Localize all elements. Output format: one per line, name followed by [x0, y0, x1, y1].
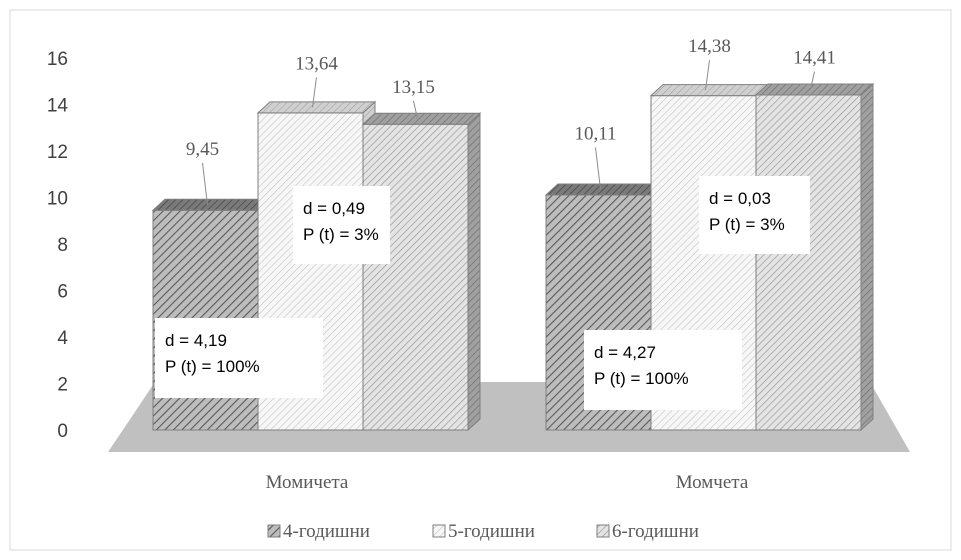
data-label: 10,11	[574, 123, 616, 144]
legend-item: 5-годишни	[432, 521, 535, 542]
bar-top	[361, 112, 482, 125]
y-tick-label: 8	[57, 235, 68, 256]
data-label-leader	[595, 147, 601, 190]
data-label: 9,45	[186, 139, 219, 160]
annotation-box: d = 0,49 P (t) = 3%	[293, 186, 390, 264]
legend-swatch	[267, 524, 281, 538]
annotation-box: d = 4,27 P (t) = 100%	[584, 330, 742, 410]
category-label: Момичета	[266, 472, 349, 493]
legend-label: 6-годишни	[612, 521, 699, 542]
y-tick-label: 4	[57, 328, 68, 349]
data-label-leader	[202, 162, 208, 205]
annotation-background	[584, 330, 742, 410]
data-label: 13,15	[392, 77, 435, 98]
y-tick-label: 6	[57, 282, 68, 303]
y-tick-label: 10	[47, 189, 68, 210]
annotation-line: d = 0,49	[303, 199, 365, 218]
legend: 4-годишни 5-годишни 6-годишни	[267, 521, 699, 542]
annotation-line: d = 4,19	[165, 331, 227, 350]
annotation-line: P (t) = 3%	[709, 215, 785, 234]
y-axis: 0 2 4 6 8 10 12 14 16	[47, 49, 69, 442]
bars	[151, 82, 875, 432]
annotation-background	[155, 318, 323, 398]
annotations: d = 4,19P (t) = 100%d = 0,49P (t) = 3%d …	[155, 176, 810, 410]
legend-label: 4-годишни	[283, 521, 370, 542]
annotation-background	[293, 186, 390, 264]
data-label-leader	[413, 100, 418, 119]
x-axis: Момичета Момчета	[266, 472, 749, 493]
bar-top	[151, 198, 272, 211]
annotation-background	[699, 176, 810, 254]
bar	[361, 112, 482, 432]
data-label-leader	[705, 60, 710, 91]
annotation-box: d = 4,19 P (t) = 100%	[155, 318, 323, 398]
annotation-line: d = 4,27	[594, 343, 656, 362]
data-labels: 9,45 13,64 13,15 10,11 14,38 14,41	[186, 36, 836, 205]
bar-top	[754, 83, 875, 96]
legend-swatch	[596, 524, 610, 538]
bar-side	[860, 82, 874, 432]
data-label: 14,38	[688, 36, 731, 57]
annotation-line: P (t) = 100%	[594, 369, 689, 388]
data-label: 13,64	[295, 53, 338, 74]
y-tick-label: 12	[47, 142, 68, 163]
annotation-box: d = 0,03 P (t) = 3%	[699, 176, 810, 254]
legend-swatch	[432, 524, 446, 538]
bar	[754, 82, 875, 432]
y-tick-label: 2	[57, 375, 68, 396]
annotation-line: d = 0,03	[709, 189, 771, 208]
y-tick-label: 16	[47, 49, 68, 70]
bar-front	[362, 123, 469, 431]
data-label: 14,41	[793, 47, 836, 68]
bar-top	[544, 183, 665, 196]
bar-front	[755, 94, 862, 431]
bar-top	[256, 101, 377, 114]
y-tick-label: 14	[47, 96, 69, 117]
annotation-line: P (t) = 3%	[303, 225, 379, 244]
legend-item: 6-годишни	[596, 521, 699, 542]
annotation-line: P (t) = 100%	[165, 357, 260, 376]
data-label-leader	[810, 71, 815, 90]
category-label: Момчета	[676, 472, 749, 493]
legend-item: 4-годишни	[267, 521, 370, 542]
data-label-leader	[312, 77, 317, 108]
y-tick-label: 0	[57, 421, 68, 442]
legend-label: 5-годишни	[448, 521, 535, 542]
bar-side	[467, 112, 481, 432]
bar-top	[649, 84, 770, 97]
